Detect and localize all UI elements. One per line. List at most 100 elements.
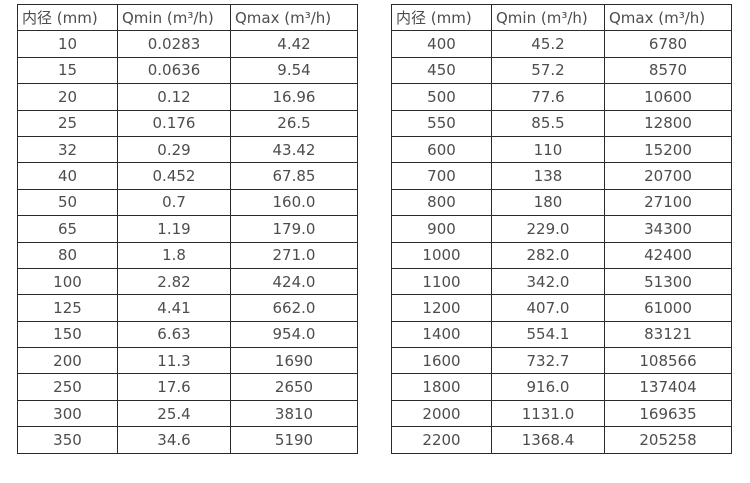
table-cell: 16.96 (230, 83, 358, 111)
table-cell: 2650 (230, 373, 358, 401)
table-cell: 1690 (230, 347, 358, 375)
table-row: 2200 1368.4 205258 (391, 426, 732, 454)
table-cell: 1200 (391, 294, 492, 322)
table-row: 900 229.0 34300 (391, 215, 732, 243)
table-cell: 34.6 (117, 426, 231, 454)
table-cell: 34300 (604, 215, 732, 243)
table-cell: 150 (17, 320, 118, 349)
table-cell: 282.0 (491, 241, 605, 269)
table-row: 32 0.29 43.42 (17, 135, 358, 164)
table-row: 125 4.41 662.0 (17, 294, 358, 322)
table-cell: 108566 (604, 347, 732, 375)
table-cell: 42400 (604, 241, 732, 269)
table-cell: 25.4 (117, 399, 231, 428)
table-cell: 20700 (604, 162, 732, 190)
table-cell: 25 (17, 109, 118, 137)
table-header-row: 内径 (mm) Qmin (m³/h) Qmax (m³/h) (17, 3, 358, 32)
table-cell: 137404 (604, 373, 732, 401)
table-header-row: 内径 (mm) Qmin (m³/h) Qmax (m³/h) (391, 3, 732, 32)
table-cell: 169635 (604, 399, 732, 428)
table-cell: 0.12 (117, 83, 231, 111)
table-row: 1000 282.0 42400 (391, 241, 732, 269)
table-cell: 5190 (230, 426, 358, 454)
header-inner-diameter: 内径 (mm) (391, 3, 492, 32)
table-cell: 1.8 (117, 241, 231, 269)
table-cell: 4.41 (117, 294, 231, 322)
header-qmin: Qmin (m³/h) (491, 3, 605, 32)
table-cell: 600 (391, 135, 492, 164)
table-cell: 15 (17, 56, 118, 85)
table-cell: 1100 (391, 267, 492, 296)
table-cell: 554.1 (491, 320, 605, 349)
table-cell: 100 (17, 267, 118, 296)
table-cell: 424.0 (230, 267, 358, 296)
table-cell: 700 (391, 162, 492, 190)
table-row: 2000 1131.0 169635 (391, 399, 732, 428)
header-qmax: Qmax (m³/h) (604, 3, 732, 32)
table-cell: 80 (17, 241, 118, 269)
table-cell: 2200 (391, 426, 492, 454)
table-cell: 205258 (604, 426, 732, 454)
flow-table-large-diameters: 内径 (mm) Qmin (m³/h) Qmax (m³/h) 400 45.2 6… (391, 3, 732, 454)
table-cell: 400 (391, 30, 492, 58)
table-cell: 9.54 (230, 56, 358, 85)
table-row: 25 0.176 26.5 (17, 109, 358, 137)
table-cell: 65 (17, 215, 118, 243)
table-cell: 0.0283 (117, 30, 231, 58)
table-cell: 342.0 (491, 267, 605, 296)
table-cell: 1368.4 (491, 426, 605, 454)
table-cell: 26.5 (230, 109, 358, 137)
table-row: 1600 732.7 108566 (391, 347, 732, 375)
table-cell: 0.176 (117, 109, 231, 137)
table-row: 200 11.3 1690 (17, 347, 358, 375)
flow-tables-container: 内径 (mm) Qmin (m³/h) Qmax (m³/h) 10 0.0283… (17, 3, 732, 454)
table-cell: 27100 (604, 188, 732, 217)
table-cell: 0.452 (117, 162, 231, 190)
table-cell: 1800 (391, 373, 492, 401)
table-cell: 51300 (604, 267, 732, 296)
table-row: 100 2.82 424.0 (17, 267, 358, 296)
header-qmin: Qmin (m³/h) (117, 3, 231, 32)
table-row: 450 57.2 8570 (391, 56, 732, 85)
table-cell: 6.63 (117, 320, 231, 349)
table-row: 800 180 27100 (391, 188, 732, 217)
table-row: 150 6.63 954.0 (17, 320, 358, 349)
table-row: 1100 342.0 51300 (391, 267, 732, 296)
table-cell: 300 (17, 399, 118, 428)
table-cell: 110 (491, 135, 605, 164)
table-row: 600 110 15200 (391, 135, 732, 164)
table-cell: 954.0 (230, 320, 358, 349)
table-cell: 4.42 (230, 30, 358, 58)
table-cell: 10600 (604, 83, 732, 111)
table-cell: 732.7 (491, 347, 605, 375)
table-cell: 8570 (604, 56, 732, 85)
table-row: 20 0.12 16.96 (17, 83, 358, 111)
table-cell: 77.6 (491, 83, 605, 111)
table-cell: 350 (17, 426, 118, 454)
table-row: 1400 554.1 83121 (391, 320, 732, 349)
table-cell: 1600 (391, 347, 492, 375)
table-cell: 2000 (391, 399, 492, 428)
table-row: 700 138 20700 (391, 162, 732, 190)
table-cell: 6780 (604, 30, 732, 58)
table-cell: 179.0 (230, 215, 358, 243)
table-cell: 11.3 (117, 347, 231, 375)
table-cell: 250 (17, 373, 118, 401)
table-row: 300 25.4 3810 (17, 399, 358, 428)
table-cell: 1.19 (117, 215, 231, 243)
table-row: 500 77.6 10600 (391, 83, 732, 111)
table-row: 40 0.452 67.85 (17, 162, 358, 190)
table-row: 350 34.6 5190 (17, 426, 358, 454)
table-row: 65 1.19 179.0 (17, 215, 358, 243)
table-cell: 407.0 (491, 294, 605, 322)
header-qmax: Qmax (m³/h) (230, 3, 358, 32)
table-row: 400 45.2 6780 (391, 30, 732, 58)
table-cell: 32 (17, 135, 118, 164)
table-cell: 0.7 (117, 188, 231, 217)
flow-table-small-diameters: 内径 (mm) Qmin (m³/h) Qmax (m³/h) 10 0.0283… (17, 3, 358, 454)
table-cell: 271.0 (230, 241, 358, 269)
table-cell: 450 (391, 56, 492, 85)
table-row: 550 85.5 12800 (391, 109, 732, 137)
table-cell: 550 (391, 109, 492, 137)
table-cell: 138 (491, 162, 605, 190)
